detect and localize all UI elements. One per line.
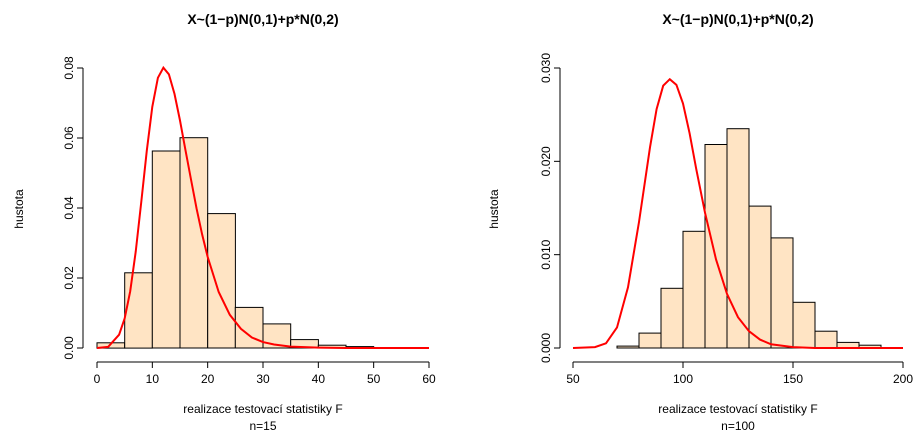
y-tick-label: 0.08 (62, 56, 76, 80)
histogram-bar (207, 213, 236, 349)
x-tick-label: 50 (367, 372, 381, 386)
density-curve-layer (572, 77, 903, 349)
density-curve-layer (96, 65, 429, 349)
density-curve (96, 65, 429, 349)
x-tick-label: 0 (94, 372, 101, 386)
y-tick-label: 0.020 (539, 146, 553, 176)
chart-title: X~(1−p)N(0,1)+p*N(0,2) (662, 11, 813, 27)
y-axis-title: hustota (487, 189, 501, 229)
y-tick-label: 0.04 (62, 196, 76, 220)
x-tick-label: 20 (201, 372, 215, 386)
x-tick-label: 40 (312, 372, 326, 386)
y-tick-label: 0.030 (539, 53, 553, 83)
histogram-bar (704, 144, 728, 349)
x-tick-label: 60 (422, 372, 436, 386)
chart-title: X~(1−p)N(0,1)+p*N(0,2) (187, 11, 338, 27)
x-axis-sublabel: n=15 (249, 419, 276, 433)
x-tick-label: 100 (673, 372, 693, 386)
histogram-bar (124, 272, 153, 349)
x-axis-sublabel: n=100 (721, 419, 755, 433)
y-tick-label: 0.010 (539, 239, 553, 269)
histogram-bar (770, 237, 794, 349)
y-tick-label: 0.02 (62, 266, 76, 290)
x-tick-label: 150 (783, 372, 803, 386)
x-tick-label: 30 (256, 372, 270, 386)
histogram-bar (814, 330, 838, 349)
density-curve (572, 77, 903, 349)
x-tick-label: 200 (893, 372, 913, 386)
y-tick-label: 0.00 (62, 336, 76, 360)
x-axis-title: realizace testovací statistiky F (658, 402, 817, 416)
x-axis: 0 10 20 30 40 50 60 (94, 361, 436, 386)
x-axis: 50 100 150 200 (566, 361, 913, 386)
histogram-bar (660, 287, 684, 349)
histogram-panel-n100: X~(1−p)N(0,1)+p*N(0,2) realizace testova… (487, 11, 913, 433)
y-tick-label: 0.000 (539, 333, 553, 363)
x-tick-label: 10 (146, 372, 160, 386)
histogram-bar (682, 230, 706, 349)
y-axis: 0.000 0.010 0.020 0.030 (539, 53, 561, 363)
histogram-panel-n15: X~(1−p)N(0,1)+p*N(0,2) realizace testova… (12, 11, 436, 433)
histogram-bar (748, 205, 772, 349)
y-tick-label: 0.06 (62, 126, 76, 150)
bar-group (616, 128, 882, 349)
histogram-bar (616, 345, 640, 349)
x-tick-label: 50 (566, 372, 580, 386)
y-axis-title: hustota (12, 189, 26, 229)
bar-group (96, 137, 375, 349)
x-axis-title: realizace testovací statistiky F (183, 402, 342, 416)
y-axis: 0.00 0.02 0.04 0.06 0.08 (62, 56, 84, 360)
histogram-bar (638, 332, 662, 349)
histogram-bar (151, 150, 181, 349)
histogram-bar (792, 301, 816, 349)
